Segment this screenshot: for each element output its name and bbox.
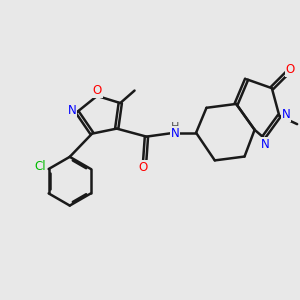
Text: N: N [261, 138, 269, 151]
Text: Cl: Cl [34, 160, 46, 173]
Text: N: N [68, 104, 76, 117]
Text: O: O [92, 84, 102, 97]
Text: O: O [139, 161, 148, 174]
Text: O: O [286, 63, 295, 76]
Text: H: H [171, 122, 179, 132]
Text: N: N [281, 108, 290, 121]
Text: N: N [171, 127, 179, 140]
